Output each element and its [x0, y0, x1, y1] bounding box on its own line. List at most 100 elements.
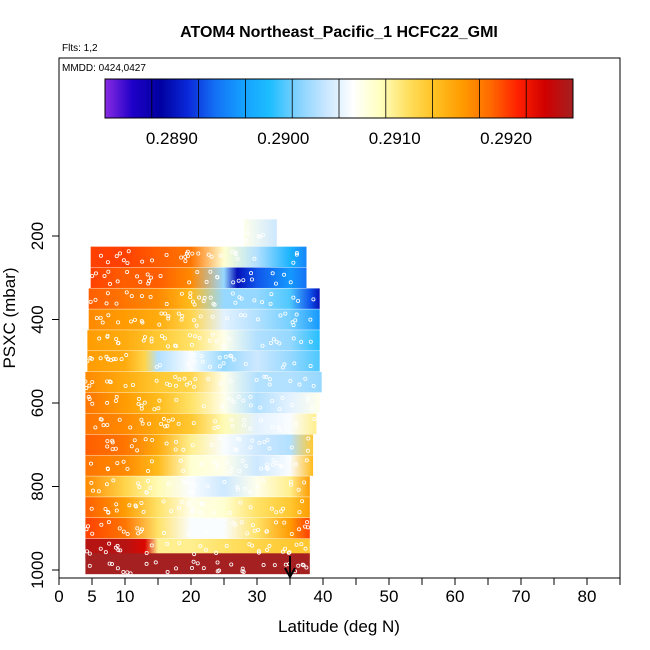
sample-point	[87, 563, 92, 568]
sample-point	[174, 439, 179, 444]
x-tick-label: 10	[116, 587, 135, 606]
sample-point	[136, 531, 141, 536]
sample-point	[192, 384, 197, 389]
sample-point	[127, 503, 132, 508]
sample-point	[242, 417, 247, 422]
heatmap-band	[87, 330, 320, 351]
sample-point	[113, 398, 118, 403]
y-tick-label: 200	[28, 222, 47, 250]
sample-point	[236, 278, 241, 283]
sample-point	[149, 275, 154, 280]
sample-point	[243, 313, 248, 318]
sample-point	[90, 401, 95, 406]
sample-point	[134, 504, 139, 509]
sample-point	[195, 270, 200, 275]
heatmap-band	[88, 288, 320, 309]
sample-point	[179, 317, 184, 322]
sample-point	[270, 271, 275, 276]
sample-point	[173, 374, 178, 379]
sample-point	[106, 269, 111, 274]
sample-point	[185, 254, 190, 259]
sample-point	[154, 364, 159, 369]
sample-point	[291, 295, 296, 300]
sample-point	[128, 425, 133, 430]
sample-point	[147, 279, 152, 284]
sample-point	[261, 478, 266, 483]
sample-point	[174, 566, 179, 571]
sample-point	[231, 357, 236, 362]
sample-point	[267, 446, 272, 451]
sample-point	[215, 569, 220, 574]
sample-point	[254, 377, 259, 382]
sample-point	[142, 335, 147, 340]
sample-point	[296, 487, 301, 492]
sample-point	[188, 295, 193, 300]
y-axis-label: PSXC (mbar)	[0, 267, 19, 368]
sample-point	[269, 292, 274, 297]
sample-point	[90, 531, 95, 536]
sample-point	[98, 546, 103, 551]
sample-point	[247, 542, 252, 547]
sample-point	[210, 332, 215, 337]
sample-point	[87, 383, 92, 388]
heatmap-band	[85, 553, 310, 575]
sample-point	[96, 489, 101, 494]
chart-title: ATOM4 Northeast_Pacific_1 HCFC22_GMI	[180, 24, 498, 41]
sample-point	[170, 417, 175, 422]
sample-point	[271, 337, 276, 342]
sample-point	[166, 418, 171, 423]
sample-point	[288, 482, 293, 487]
sample-point	[187, 333, 192, 338]
sample-point	[259, 466, 264, 471]
sample-point	[239, 520, 244, 525]
sample-point	[312, 417, 317, 422]
sample-point	[173, 343, 178, 348]
sample-point	[205, 484, 210, 489]
sample-point	[231, 280, 236, 285]
sample-point	[83, 379, 88, 384]
sample-point	[304, 458, 309, 463]
sample-point	[270, 399, 275, 404]
sample-point	[105, 444, 110, 449]
sample-point	[149, 459, 154, 464]
sample-point	[148, 485, 153, 490]
sample-point	[305, 398, 310, 403]
sample-point	[85, 359, 90, 364]
sample-point	[182, 376, 187, 381]
sample-point	[197, 295, 202, 300]
sample-point	[280, 549, 285, 554]
sample-point	[192, 302, 197, 307]
sample-point	[206, 252, 211, 257]
sample-point	[192, 552, 197, 557]
sample-point	[132, 438, 137, 443]
sample-point	[138, 279, 143, 284]
y-axis: 200 400 600 800 1000	[28, 222, 59, 589]
sample-point	[116, 320, 121, 325]
sample-point	[252, 528, 257, 533]
sample-point	[114, 502, 119, 507]
sample-point	[90, 488, 95, 493]
sample-point	[145, 272, 150, 277]
sample-point	[185, 361, 190, 366]
sample-point	[107, 561, 112, 566]
sample-point	[305, 520, 310, 525]
sample-point	[274, 339, 279, 344]
x-tick-label: 60	[446, 587, 465, 606]
sample-point	[181, 447, 186, 452]
sample-point	[105, 439, 110, 444]
sample-point	[113, 545, 118, 550]
sample-point	[148, 294, 153, 299]
sample-point	[213, 419, 218, 424]
sample-point	[190, 490, 195, 495]
sample-point	[252, 256, 257, 261]
sample-point	[229, 562, 234, 567]
sample-point	[294, 542, 299, 547]
sample-point	[144, 490, 149, 495]
sample-point	[169, 508, 174, 513]
x-tick-label: 70	[512, 587, 531, 606]
sample-point	[200, 359, 205, 364]
sample-point	[262, 374, 267, 379]
sample-point	[117, 417, 122, 422]
sample-point	[240, 569, 245, 574]
sample-point	[139, 500, 144, 505]
